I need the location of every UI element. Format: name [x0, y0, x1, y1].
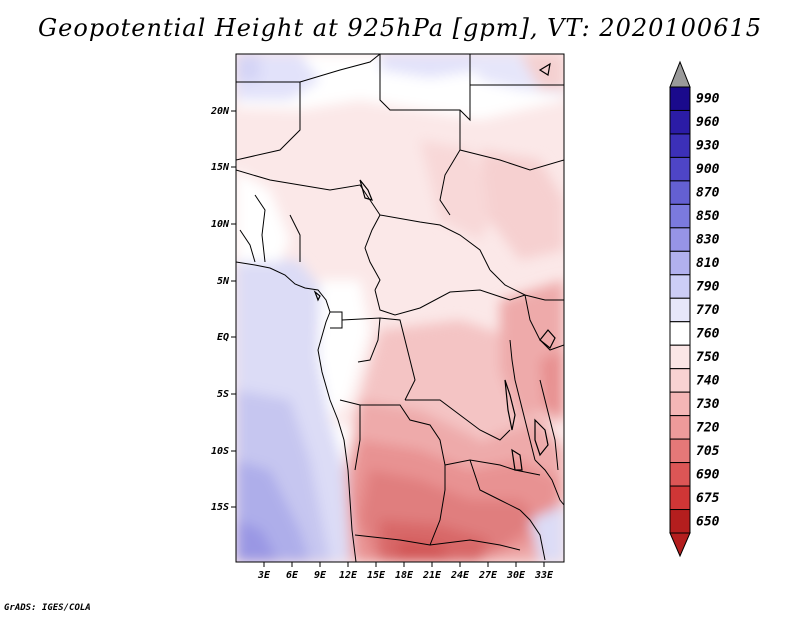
colorbar-swatch — [669, 109, 691, 135]
colorbar-swatch — [669, 227, 691, 252]
colorbar-labels: 990 960 930 900 870 850 830 810 790 770 760 750 740 7… — [696, 92, 720, 530]
lon-label: 27E — [478, 570, 498, 581]
lat-label: 5N — [217, 276, 230, 287]
lon-label: 12E — [339, 570, 358, 581]
colorbar-swatch — [669, 438, 691, 464]
colorbar-swatch — [669, 180, 691, 205]
lon-label: 21E — [422, 570, 442, 581]
colorbar-label: 690 — [696, 467, 720, 482]
colorbar-swatch — [669, 274, 691, 299]
lon-label: 33E — [534, 570, 554, 581]
colorbar-swatch — [669, 297, 691, 323]
lon-label: 24E — [450, 570, 470, 581]
colorbar-label: 900 — [696, 162, 720, 177]
colorbar-swatch — [669, 86, 691, 111]
colorbar-label: 960 — [696, 115, 720, 130]
colorbar-swatch — [669, 415, 691, 440]
colorbar-swatch — [669, 485, 691, 511]
lat-label: 10N — [211, 219, 230, 230]
colorbar-label: 730 — [696, 397, 720, 412]
colorbar-label: 760 — [696, 326, 720, 341]
colorbar-label: 930 — [696, 139, 720, 154]
lon-label: 30E — [506, 570, 526, 581]
lon-label: 9E — [314, 570, 327, 581]
colorbar-label: 740 — [696, 373, 720, 388]
colorbar-swatch — [669, 321, 691, 346]
colorbar: 990 960 930 900 870 850 830 810 790 770 760 750 740 7… — [669, 60, 720, 558]
lon-tick-marks — [263, 562, 545, 567]
country-borders — [236, 54, 564, 562]
colorbar-swatch — [669, 156, 691, 182]
colorbar-label: 830 — [696, 233, 720, 248]
colorbar-swatch — [669, 344, 691, 370]
colorbar-label: 750 — [696, 350, 720, 365]
lon-label: 6E — [286, 570, 299, 581]
lon-tick-labels: 3E 6E 9E 12E 15E 18E 21E 24E 27E 30E 33E — [257, 570, 554, 581]
map-title: Geopotential Height at 925hPa [gpm], VT:… — [38, 14, 762, 42]
lat-tick-labels: 20N 15N 10N 5N EQ 5S 10S 15S — [210, 106, 230, 513]
colorbar-swatch — [669, 509, 691, 534]
footer-credit: GrADS: IGES/COLA — [4, 603, 91, 613]
colorbar-swatch — [669, 250, 691, 276]
colorbar-label: 790 — [696, 280, 720, 295]
colorbar-label: 720 — [696, 420, 720, 435]
colorbar-swatch — [669, 203, 691, 229]
lat-label: EQ — [217, 332, 229, 343]
colorbar-swatch — [669, 368, 691, 393]
lat-label: 20N — [210, 106, 230, 117]
colorbar-label: 810 — [696, 256, 720, 271]
lat-label: 15N — [211, 162, 230, 173]
lat-label: 15S — [211, 502, 229, 513]
lat-label: 10S — [211, 446, 229, 457]
lon-label: 18E — [395, 570, 414, 581]
colorbar-label: 990 — [696, 92, 720, 107]
geopotential-field — [236, 54, 564, 562]
colorbar-swatch — [669, 462, 691, 487]
colorbar-bottom-triangle — [669, 532, 691, 558]
colorbar-label: 770 — [696, 303, 720, 318]
colorbar-top-triangle — [669, 60, 691, 88]
lat-label: 5S — [217, 389, 229, 400]
colorbar-label: 870 — [696, 186, 720, 201]
colorbar-boxes — [669, 86, 691, 534]
colorbar-label: 650 — [696, 514, 720, 529]
colorbar-label: 675 — [696, 491, 720, 506]
lakes — [313, 62, 556, 471]
lon-label: 3E — [257, 570, 271, 581]
colorbar-swatch — [669, 391, 691, 417]
colorbar-label: 850 — [696, 209, 720, 224]
colorbar-swatch — [669, 133, 691, 158]
colorbar-label: 705 — [696, 444, 720, 459]
lat-tick-marks — [231, 110, 236, 508]
lon-label: 15E — [367, 570, 386, 581]
map-frame — [235, 53, 565, 563]
